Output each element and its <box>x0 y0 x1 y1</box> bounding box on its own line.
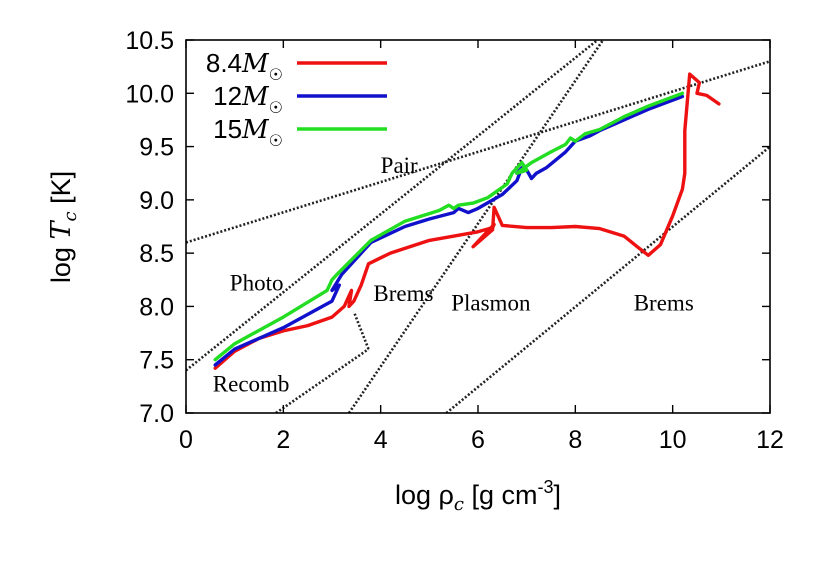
legend-label: 15M☉ <box>213 114 283 150</box>
region-label: Brems <box>634 291 694 316</box>
x-tick-label: 10 <box>659 426 687 454</box>
region-label: Pair <box>381 153 418 178</box>
data-series <box>213 72 721 370</box>
legend-label: 8.4M☉ <box>206 48 283 84</box>
y-tick-label: 10.0 <box>125 80 174 108</box>
series-line <box>213 72 721 370</box>
region-labels: Pair Photo Brems Plasmon Brems Recomb <box>213 153 694 396</box>
y-tick-label: 9.5 <box>139 134 174 162</box>
x-tick-label: 8 <box>568 426 582 454</box>
y-tick-label: 7.0 <box>139 400 174 428</box>
y-tick-label: 8.5 <box>139 240 174 268</box>
boundary-line <box>186 40 600 372</box>
axis-ticks: 0 2 4 6 8 10 12 7.0 7.5 8.0 8.5 9.0 9.5 10.0 10.5 <box>125 27 784 454</box>
y-tick-label: 8.0 <box>139 293 174 321</box>
x-axis-label: log ρc [g cm-3] <box>395 477 561 515</box>
boundary-line <box>445 145 770 413</box>
boundary-lines <box>186 40 770 413</box>
x-tick-label: 12 <box>756 426 784 454</box>
x-tick-label: 0 <box>179 426 193 454</box>
x-tick-label: 4 <box>374 426 388 454</box>
y-tick-label: 9.0 <box>139 187 174 215</box>
region-label: Plasmon <box>451 291 531 316</box>
boundary-line <box>186 60 770 244</box>
boundary-line <box>352 311 370 350</box>
x-tick-label: 2 <box>276 426 290 454</box>
y-tick-label: 10.5 <box>125 27 174 55</box>
region-label: Recomb <box>213 372 290 397</box>
x-tick-label: 6 <box>471 426 485 454</box>
boundary-line <box>347 40 605 413</box>
y-tick-label: 7.5 <box>139 347 174 375</box>
boundary-line <box>275 348 370 413</box>
legend-label: 12M☉ <box>213 81 283 117</box>
legend: 8.4M☉12M☉15M☉ <box>206 48 387 150</box>
region-label: Brems <box>373 281 433 306</box>
y-axis-label: log Tc [K] <box>46 171 81 283</box>
series-line <box>213 91 685 362</box>
region-label: Photo <box>230 270 284 295</box>
